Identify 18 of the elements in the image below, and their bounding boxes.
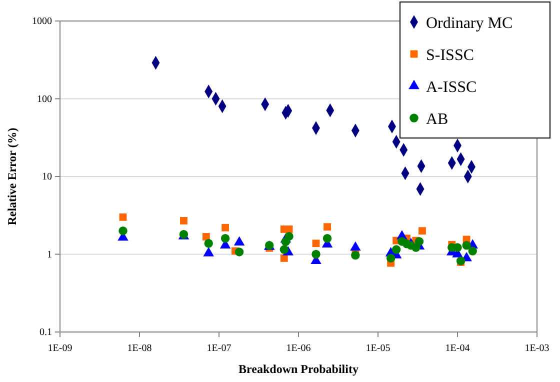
y-tick-label: 100: [37, 94, 52, 105]
legend-label: S-ISSC: [426, 47, 474, 64]
legend-label: Ordinary MC: [426, 15, 513, 32]
x-tick-label: 1E-05: [366, 343, 390, 354]
x-tick-label: 1E-03: [524, 343, 550, 354]
x-tick-label: 1E-09: [48, 343, 72, 354]
x-axis-title: Breakdown Probability: [238, 362, 358, 376]
x-tick-label: 1E-08: [127, 343, 152, 354]
y-axis-title: Relative Error (%): [5, 128, 19, 226]
y-tick-label: 10: [42, 172, 52, 183]
legend-label: A-ISSC: [426, 79, 477, 96]
y-tick-label: 1: [47, 249, 52, 260]
legend-label: AB: [426, 111, 448, 128]
y-tick-label: 1000: [32, 16, 52, 28]
x-tick-label: 1E-06: [286, 343, 311, 354]
x-tick-label: 1E-04: [445, 343, 470, 354]
x-tick-label: 1E-07: [206, 343, 232, 354]
y-tick-label: 0.1: [40, 327, 52, 338]
